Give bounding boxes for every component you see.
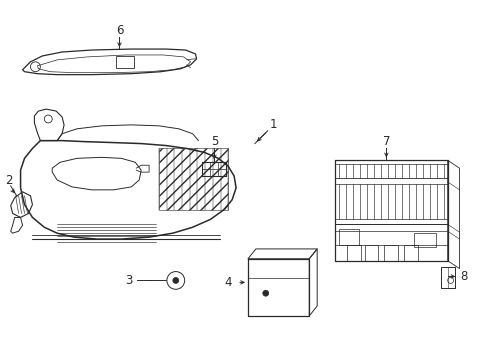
Bar (414, 233, 436, 247)
Text: 6: 6 (116, 24, 123, 37)
Text: 7: 7 (383, 135, 390, 148)
Circle shape (173, 278, 179, 283)
Text: 5: 5 (211, 135, 218, 148)
Text: 4: 4 (224, 276, 232, 289)
Bar (117, 56, 134, 68)
Text: 3: 3 (125, 274, 133, 287)
Text: 1: 1 (270, 118, 277, 131)
Circle shape (263, 290, 269, 296)
Text: 8: 8 (460, 270, 467, 283)
Bar (339, 229, 359, 245)
Text: 2: 2 (5, 174, 12, 186)
